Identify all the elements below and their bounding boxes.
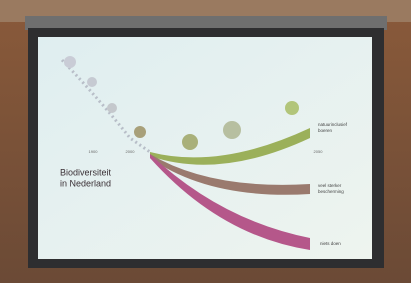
scenario-label: niets doen [320,241,341,246]
scenario-label: bescherming [318,189,344,194]
tree-icon [87,77,97,87]
screen [38,37,372,259]
screen-housing [25,16,387,30]
tree-icon [107,103,117,113]
title-line: in Nederland [60,178,111,188]
axis-label: 2050 [314,149,324,154]
photo: 1900 2000 2050 Biodiversiteit in Nederla… [0,0,411,283]
scenario-label: veel sterker [318,183,342,188]
scenario-label: boeren [318,128,333,133]
axis-label: 2000 [126,149,136,154]
tree-icon [64,56,76,68]
title-line: Biodiversiteit [60,167,112,177]
page: 1900 2000 2050 Biodiversiteit in Nederla… [0,0,411,283]
axis-label: 1900 [89,149,99,154]
tree-icon [223,121,241,139]
scenario-label: natuurinclusief [318,122,348,127]
tree-icon [182,134,198,150]
tree-icon [285,101,299,115]
tree-icon [134,126,146,138]
